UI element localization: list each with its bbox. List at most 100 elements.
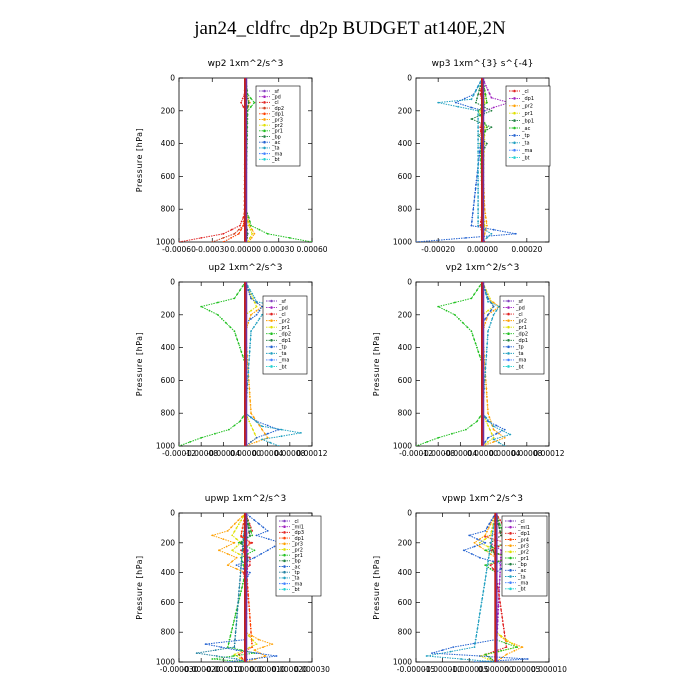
legend-label: _ma [278, 358, 289, 364]
series-point [252, 326, 255, 328]
series-point [499, 575, 501, 578]
series-point [247, 375, 249, 378]
series-point [482, 590, 485, 593]
series-point [484, 363, 487, 365]
series-point [484, 541, 487, 544]
y-tick-label: 800 [398, 628, 413, 637]
series-point [487, 560, 489, 563]
series-point [255, 534, 258, 537]
series-point [475, 635, 478, 637]
series-point [251, 534, 254, 537]
series-point [485, 359, 487, 361]
series-point [500, 649, 502, 652]
series-point [255, 421, 258, 423]
series-point [486, 237, 488, 239]
series-point [505, 638, 508, 641]
x-tick-label: 0.00008 [511, 449, 542, 458]
series-point [251, 658, 254, 660]
legend-label: _pr2 [271, 123, 283, 129]
series-point [505, 646, 508, 648]
series-point [486, 404, 489, 406]
series-point [486, 342, 489, 345]
series-point [231, 627, 234, 630]
series-point [249, 527, 251, 529]
series-point [426, 441, 428, 443]
series-point [509, 433, 512, 436]
x-tick-label: 0.00000 [230, 245, 261, 254]
series-point [242, 568, 245, 570]
x-tick-label: 0.00060 [296, 245, 327, 254]
series-point [487, 412, 489, 415]
series-point [233, 297, 236, 300]
series-point [492, 106, 495, 109]
y-tick-label: 600 [161, 598, 176, 607]
series-point [495, 432, 498, 435]
series-line-pr1 [244, 78, 312, 242]
legend-label: _tp [515, 345, 524, 351]
series-point [486, 346, 488, 349]
x-tick-label: 0.00030 [263, 245, 294, 254]
series-point [489, 534, 492, 537]
series-point [492, 305, 495, 308]
series-point [502, 627, 505, 630]
legend-label: _pd [278, 305, 288, 311]
legend-marker [263, 158, 266, 161]
series-point [234, 631, 237, 634]
series-point [239, 346, 241, 349]
legend-marker [513, 126, 516, 130]
legend-label: _dp2 [278, 332, 291, 338]
legend-label: _dp1 [521, 96, 534, 102]
series-point [468, 534, 471, 537]
series-point [215, 655, 218, 657]
series-point [495, 309, 498, 312]
legend-marker [509, 581, 512, 584]
y-axis-label: Pressure [hPa] [135, 332, 144, 396]
series-point [250, 224, 252, 227]
series-line-pr1 [245, 282, 258, 446]
series-point [258, 228, 261, 231]
series-point [491, 530, 494, 533]
legend-label: _bp1 [521, 118, 534, 124]
legend-marker [283, 570, 286, 574]
series-point [487, 441, 489, 443]
series-point [477, 109, 479, 112]
series-line-tp [416, 78, 516, 242]
series-point [477, 179, 479, 182]
series-point [253, 296, 256, 299]
series-point [247, 594, 250, 596]
series-point [240, 568, 242, 570]
series-point [250, 412, 252, 415]
series-point [486, 224, 488, 227]
series-point [486, 530, 488, 533]
series-point [477, 191, 479, 194]
series-point [474, 638, 477, 641]
series-point [232, 655, 235, 657]
series-point [476, 289, 478, 292]
series-point [253, 549, 256, 552]
y-axis-label: Pressure [hPa] [372, 555, 381, 619]
series-point [257, 638, 260, 641]
series-point [526, 658, 529, 660]
series-point [492, 228, 495, 231]
legend-label: _ac [517, 568, 527, 574]
series-point [489, 297, 491, 300]
series-point [273, 545, 276, 548]
series-point [483, 582, 486, 585]
legend-box [499, 295, 545, 375]
series-point [431, 652, 433, 654]
series-point [458, 318, 460, 320]
legend-label: _ta [271, 146, 280, 152]
series-point [478, 541, 481, 544]
series-point [288, 237, 291, 239]
series-point [235, 527, 238, 529]
series-point [228, 638, 231, 641]
y-tick-label: 800 [161, 205, 176, 214]
series-point [449, 650, 452, 653]
series-point [240, 556, 243, 559]
series-point [179, 445, 180, 446]
legend-label: _sf [271, 89, 279, 95]
legend-marker [263, 146, 266, 150]
series-point [251, 541, 254, 544]
panel-title: wp3 1xm^{3} s^{-4} [432, 59, 534, 69]
series-point [233, 541, 236, 544]
